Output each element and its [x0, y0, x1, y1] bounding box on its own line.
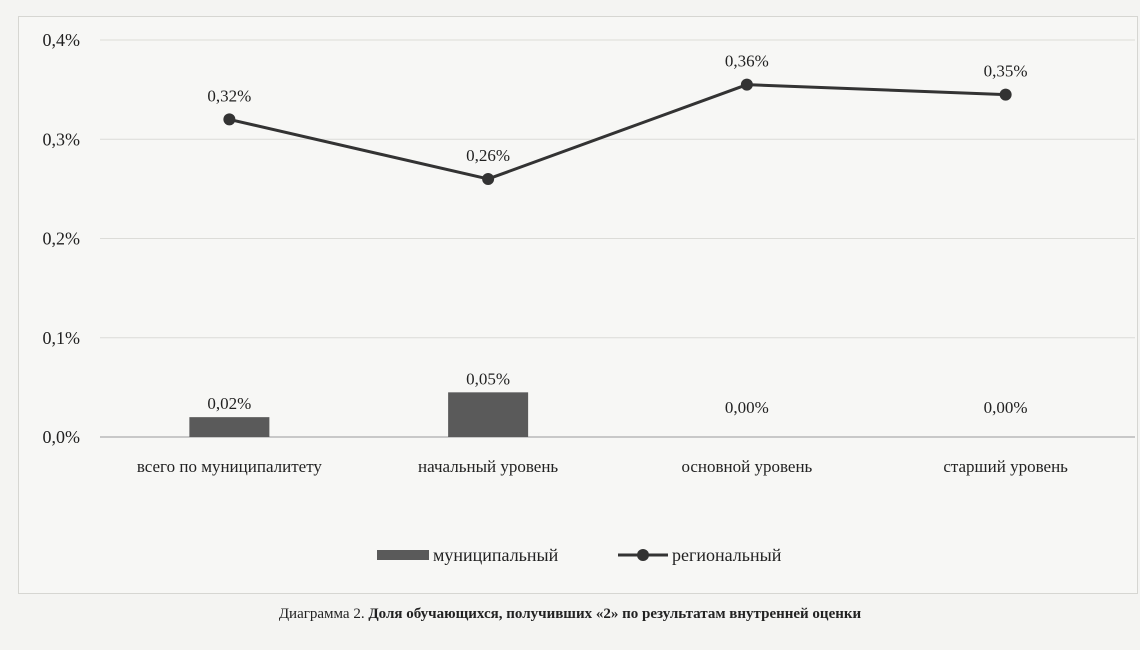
x-tick-label: начальный уровень [418, 457, 558, 476]
chart-frame [18, 16, 1138, 594]
legend-swatch-bar [377, 550, 429, 560]
line-point [740, 78, 753, 91]
legend-label-line: региональный [672, 545, 782, 565]
line-series [229, 83, 1006, 181]
line-data-label: 0,26% [466, 146, 510, 165]
caption-prefix: Диаграмма 2. [278, 606, 365, 622]
y-tick-label: 0,0% [43, 427, 81, 447]
line-point [223, 113, 236, 126]
bar [448, 392, 529, 437]
line-data-label: 0,32% [207, 86, 251, 105]
caption-text: Доля обучающихся, получивших «2» по резу… [368, 606, 862, 622]
y-tick-label: 0,4% [43, 30, 81, 50]
bar-data-label: 0,00% [984, 398, 1028, 417]
bar-data-label: 0,02% [207, 394, 251, 413]
chart-caption: Диаграмма 2. Доля обучающихся, получивши… [0, 606, 1140, 623]
line-data-label: 0,36% [725, 52, 769, 71]
bar [189, 417, 270, 437]
x-tick-label: всего по муниципалитету [137, 457, 323, 476]
x-tick-label: основной уровень [681, 457, 812, 476]
chart: 0,0% 0,1% 0,2% 0,3% 0,4% всего по муниципалит… [43, 30, 1135, 565]
line-data-label: 0,35% [984, 62, 1028, 81]
y-tick-label: 0,1% [43, 328, 81, 348]
bar-data-label: 0,05% [466, 369, 510, 388]
x-tick-label: старший уровень [943, 457, 1068, 476]
legend-swatch-marker [637, 549, 649, 561]
legend-label-bar: муниципальный [433, 545, 559, 565]
y-tick-label: 0,2% [43, 229, 81, 249]
y-tick-label: 0,3% [43, 129, 81, 149]
line-point [999, 88, 1012, 101]
line-point [482, 172, 495, 185]
bar-data-label: 0,00% [725, 398, 769, 417]
